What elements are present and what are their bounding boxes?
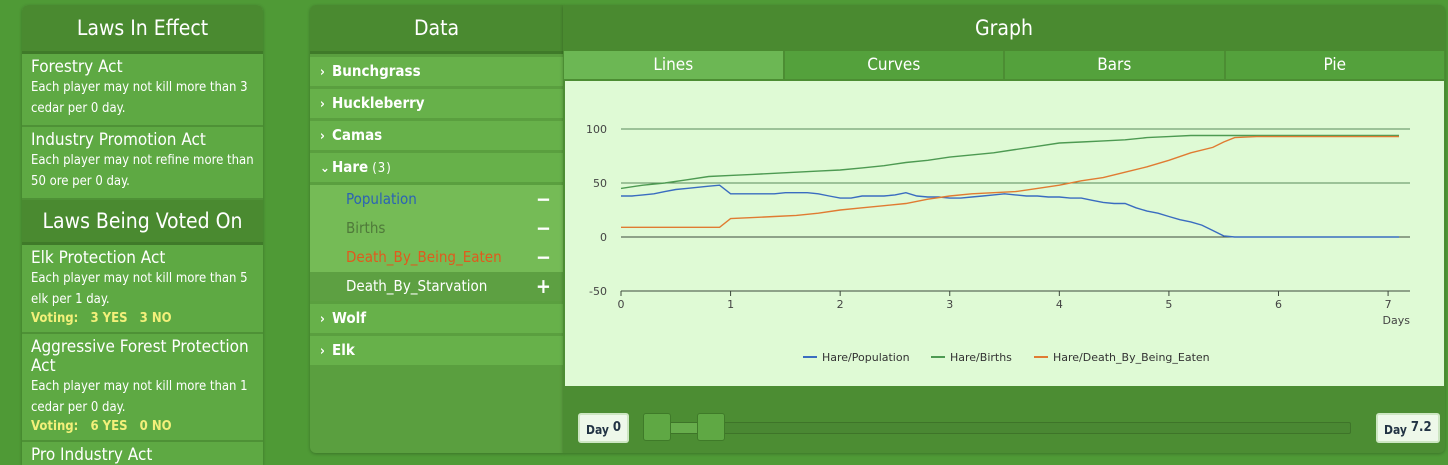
x-tick-label: 6 (1275, 298, 1282, 311)
x-tick-label: 5 (1165, 298, 1172, 311)
chevron-down-icon: ⌄ (320, 161, 330, 176)
law-item[interactable]: Forestry Act Each player may not kill mo… (22, 54, 263, 127)
minus-icon[interactable]: − (535, 245, 551, 269)
data-header: Data (310, 5, 563, 54)
sub-item-label: Population (346, 190, 417, 208)
end-day-box: Day 7.2 (1376, 413, 1440, 443)
end-day-label: Day (1384, 423, 1407, 437)
law-title: Industry Promotion Act (31, 130, 206, 150)
law-description: Each player may not kill more than 5 elk… (31, 271, 248, 307)
tab-curves[interactable]: Curves (784, 51, 1003, 79)
tree-item-hare[interactable]: ⌄ Hare (3) (310, 153, 563, 182)
x-tick-label: 1 (727, 298, 734, 311)
slider-end-handle[interactable] (697, 413, 725, 441)
law-item[interactable]: Industry Promotion Act Each player may n… (22, 127, 263, 200)
tab-lines[interactable]: Lines (564, 51, 783, 79)
law-description: Each player may not kill more than 3 ced… (31, 80, 248, 116)
graph-panel: Graph Lines Curves Bars Pie 100 50 0 -50 0 1 2… (563, 5, 1445, 453)
chevron-right-icon: › (320, 312, 325, 327)
x-tick-label: 3 (946, 298, 953, 311)
law-title: Forestry Act (31, 57, 123, 77)
law-title: Aggressive Forest Protection Act (31, 337, 249, 376)
tree-item-huckleberry[interactable]: › Huckleberry (310, 89, 563, 118)
slider-range-fill (655, 423, 707, 433)
chevron-right-icon: › (320, 344, 325, 359)
data-panel: Data › Bunchgrass › Huckleberry › Camas ⌄ Ha… (310, 5, 563, 453)
chart-svg: 100 50 0 -50 0 1 2 3 4 5 6 7 Days Hare/Population Hare… (586, 123, 1411, 364)
tree-item-elk[interactable]: › Elk (310, 336, 563, 365)
vote-tally: Voting: 6 YES 0 NO (31, 419, 255, 434)
y-tick-label: 100 (586, 123, 607, 136)
x-tick-label: 7 (1385, 298, 1392, 311)
x-tick-label: 2 (837, 298, 844, 311)
tree-item-label: Elk (332, 341, 355, 359)
start-day-value: 0 (612, 420, 622, 435)
law-description: Each player may not kill more than 1 ced… (31, 379, 248, 415)
law-item[interactable]: Aggressive Forest Protection Act Each pl… (22, 334, 263, 442)
time-range-bar: Day 0 Day 7.2 (565, 400, 1444, 450)
yes-count: 6 YES (90, 419, 128, 434)
y-tick-label: -50 (589, 285, 607, 298)
tab-pie[interactable]: Pie (1225, 51, 1444, 79)
sub-item-label: Death_By_Being_Eaten (346, 248, 502, 266)
y-tick-label: 0 (600, 231, 607, 244)
legend-label: Hare/Population (822, 351, 910, 364)
tree-item-label: Camas (332, 126, 383, 144)
tree-item-wolf[interactable]: › Wolf (310, 304, 563, 333)
legend-label: Hare/Births (950, 351, 1012, 364)
no-count: 3 NO (139, 311, 172, 326)
graph-header: Graph (563, 5, 1445, 51)
no-count: 0 NO (139, 419, 172, 434)
law-title: Pro Industry Act (31, 445, 153, 465)
start-day-label: Day (586, 423, 609, 437)
law-item[interactable]: Pro Industry Act (22, 442, 263, 465)
chevron-right-icon: › (320, 97, 325, 112)
tree-item-bunchgrass[interactable]: › Bunchgrass (310, 57, 563, 86)
sub-item-population[interactable]: Population − (310, 185, 563, 214)
minus-icon[interactable]: − (535, 187, 551, 211)
vote-tally: Voting: 3 YES 3 NO (31, 311, 255, 326)
line-chart: 100 50 0 -50 0 1 2 3 4 5 6 7 Days Hare/Population Hare… (565, 81, 1444, 386)
law-title: Elk Protection Act (31, 248, 166, 268)
laws-panel: Laws In Effect Forestry Act Each player … (22, 5, 263, 465)
tree-item-label: Hare (332, 158, 369, 176)
chevron-right-icon: › (320, 65, 325, 80)
series-line (620, 134, 1399, 190)
x-tick-label: 4 (1056, 298, 1063, 311)
plus-icon[interactable]: + (535, 274, 551, 298)
series-line (621, 184, 1399, 238)
sub-item-label: Death_By_Starvation (346, 277, 488, 295)
tab-bars[interactable]: Bars (1005, 51, 1224, 79)
sub-item-births[interactable]: Births − (310, 214, 563, 243)
end-day-value: 7.2 (1410, 420, 1432, 435)
hare-sub-list: Population − Births − Death_By_Being_Eat… (310, 185, 563, 301)
laws-being-voted-header: Laws Being Voted On (22, 200, 263, 245)
sub-item-death-by-starvation[interactable]: Death_By_Starvation + (310, 272, 563, 301)
yes-count: 3 YES (90, 311, 128, 326)
sub-item-count: (3) (372, 161, 392, 176)
series-line (621, 135, 1399, 229)
slider-track[interactable] (643, 422, 1351, 434)
sub-item-label: Births (346, 219, 386, 237)
sub-item-death-by-being-eaten[interactable]: Death_By_Being_Eaten − (310, 243, 563, 272)
graph-tabs: Lines Curves Bars Pie (564, 51, 1444, 79)
law-description: Each player may not refine more than 50 … (31, 153, 254, 189)
legend-label: Hare/Death_By_Being_Eaten (1053, 351, 1210, 364)
chevron-right-icon: › (320, 129, 325, 144)
tree-item-label: Huckleberry (332, 94, 425, 112)
voting-label: Voting: (31, 419, 79, 434)
tree-item-label: Bunchgrass (332, 62, 421, 80)
laws-in-effect-header: Laws In Effect (22, 5, 263, 54)
minus-icon[interactable]: − (535, 216, 551, 240)
slider-start-handle[interactable] (643, 413, 671, 441)
tree-item-label: Wolf (332, 309, 367, 327)
y-tick-label: 50 (593, 177, 607, 190)
start-day-box: Day 0 (578, 413, 630, 443)
voting-label: Voting: (31, 311, 79, 326)
x-tick-label: 0 (618, 298, 625, 311)
tree-item-camas[interactable]: › Camas (310, 121, 563, 150)
x-axis-label: Days (1383, 314, 1411, 327)
law-item[interactable]: Elk Protection Act Each player may not k… (22, 245, 263, 334)
